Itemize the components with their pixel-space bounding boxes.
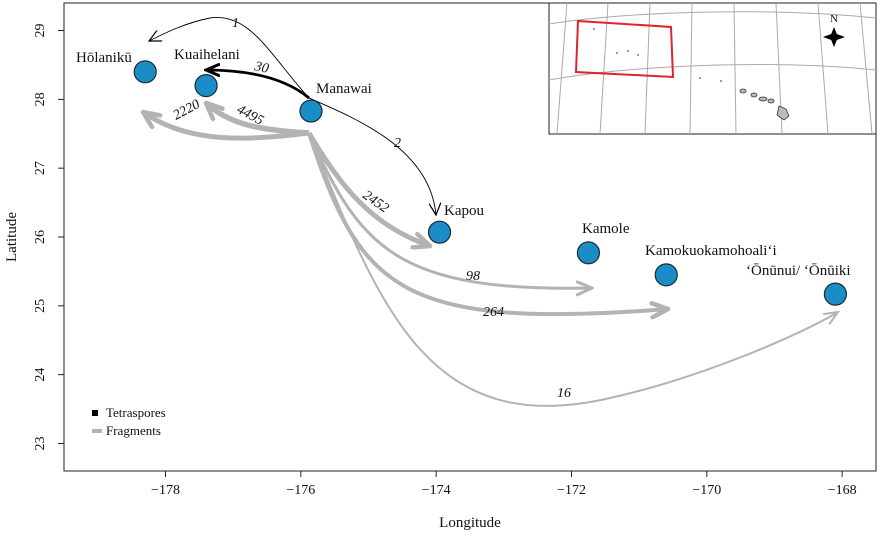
legend-label-fragments: Fragments [106, 423, 161, 438]
y-tick-label: 23 [33, 436, 48, 450]
flow-tetraspores-holaniku [149, 17, 310, 99]
site-marker-6 [823, 282, 848, 306]
y-tick-label: 27 [33, 161, 48, 175]
site-markers [133, 60, 848, 306]
x-axis-ticks: −178 −176 −174 −172 −170 −168 [151, 471, 857, 498]
count-label-98: 98 [466, 269, 480, 284]
tetraspore-flows [149, 17, 436, 215]
site-label-onunui: ‘Ōnūnui/ ‘Ōnūiki [746, 263, 851, 279]
inset-study-area [574, 19, 675, 79]
inset-map: N [548, 2, 877, 135]
inset-islands [593, 28, 722, 82]
count-label-16: 16 [557, 386, 571, 401]
site-marker-4 [576, 241, 601, 265]
legend: Tetraspores Fragments [92, 405, 166, 438]
y-tick-label: 29 [33, 24, 48, 38]
count-label-2452: 2452 [360, 188, 392, 216]
site-marker-2 [299, 99, 323, 123]
flow-tetraspores-kapou [308, 97, 436, 215]
x-tick-label: −172 [557, 483, 586, 498]
x-tick-label: −168 [828, 483, 857, 498]
site-marker-5 [654, 263, 678, 287]
north-arrow-icon: N [823, 13, 845, 47]
count-label-2220: 2220 [171, 97, 203, 123]
north-label: N [830, 13, 838, 25]
fragment-flows [143, 103, 838, 407]
y-tick-label: 25 [33, 299, 48, 313]
legend-swatch-fragments [92, 429, 102, 433]
site-marker-0 [133, 60, 157, 84]
site-label-kapou: Kapou [444, 203, 484, 219]
x-tick-label: −176 [286, 483, 315, 498]
count-label-1: 1 [232, 16, 239, 31]
site-labels: Hōlanikū Kuaihelani Manawai Kapou Kamole… [76, 47, 851, 279]
flow-fragments-kamokuokamohoalii [307, 132, 668, 314]
site-label-holaniku: Hōlanikū [76, 50, 132, 66]
y-tick-label: 24 [33, 368, 48, 382]
count-label-30: 30 [252, 59, 270, 77]
site-marker-1 [194, 73, 218, 98]
site-label-kamokuokamohoalii: Kamokuokamohoali‘i [645, 243, 777, 259]
y-tick-label: 26 [33, 230, 48, 244]
flow-fragments-onunui [308, 132, 838, 407]
legend-swatch-tetraspores [92, 410, 98, 416]
flow-fragments-kuaihelani [206, 103, 310, 136]
x-tick-label: −178 [151, 483, 180, 498]
site-label-manawai: Manawai [316, 81, 372, 97]
flow-fragments-kamole [307, 132, 592, 288]
x-tick-label: −170 [692, 483, 721, 498]
flow-fragments-kapou [306, 131, 430, 246]
flow-tetraspores-kuaihelani [206, 70, 310, 100]
x-tick-label: −174 [422, 483, 451, 498]
site-label-kuaihelani: Kuaihelani [174, 47, 240, 63]
x-axis-title: Longitude [439, 515, 501, 531]
legend-label-tetraspores: Tetraspores [106, 405, 166, 420]
y-axis-title: Latitude [4, 212, 20, 262]
y-axis-ticks: 23 24 25 26 27 28 29 [33, 24, 64, 450]
site-label-kamole: Kamole [582, 221, 630, 237]
flow-fragments-holaniku [143, 112, 310, 141]
count-label-264: 264 [483, 305, 504, 320]
y-tick-label: 28 [33, 92, 48, 106]
site-marker-3 [427, 220, 452, 244]
flow-count-labels: 1 30 2 2220 4495 2452 98 264 16 [171, 16, 571, 401]
count-label-2: 2 [394, 136, 401, 151]
inset-main-hawaiian-islands [739, 88, 790, 121]
